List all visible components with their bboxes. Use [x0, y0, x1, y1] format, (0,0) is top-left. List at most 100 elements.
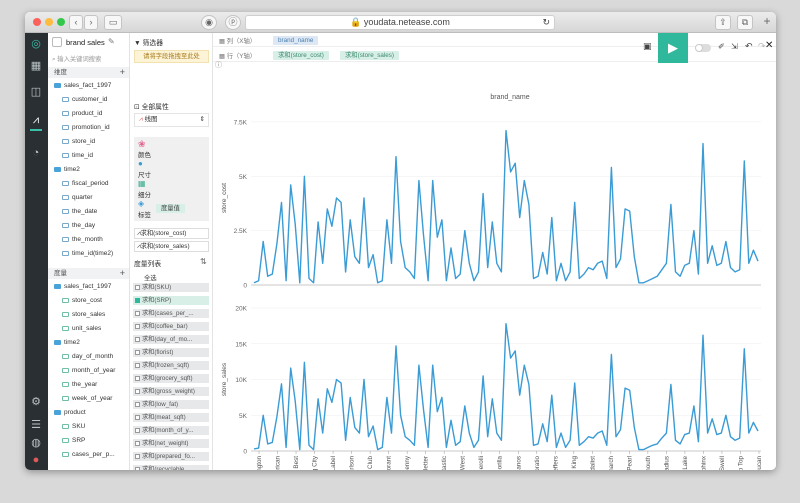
dim-field[interactable]: time_id(time2)	[62, 250, 113, 257]
select-all-checkbox[interactable]: 全选	[144, 275, 157, 282]
redo-icon[interactable]: ↷	[758, 41, 766, 51]
measure-list-item[interactable]: 求和(day_of_mo...	[133, 335, 209, 344]
address-bar[interactable]: 🔒 youdata.netease.com ↻	[245, 15, 555, 30]
gauge-icon[interactable]: ◔	[32, 147, 40, 159]
checkbox-icon[interactable]	[135, 428, 140, 433]
detail-icon[interactable]: ▦	[138, 179, 146, 188]
checkbox-icon[interactable]	[135, 441, 140, 446]
measure-field[interactable]: store_cost	[62, 297, 102, 304]
dim-field[interactable]: the_day	[62, 222, 95, 229]
checkbox-icon[interactable]	[135, 337, 140, 342]
measure-list-item[interactable]: 求和(SRP)	[133, 296, 209, 305]
row-pill[interactable]: 求和(store_sales)	[340, 51, 399, 60]
sum-store-sales-tab[interactable]: ⩘求和(store_sales)	[134, 241, 209, 252]
dim-field[interactable]: product_id	[62, 110, 102, 117]
reload-icon[interactable]: ↻	[542, 17, 550, 27]
measure-list-item[interactable]: 求和(month_of_y...	[133, 426, 209, 435]
chart-icon[interactable]: ⩘	[32, 114, 40, 126]
dim-table[interactable]: sales_fact_1997	[54, 82, 111, 89]
app-logo-icon[interactable]: ◎	[31, 38, 41, 50]
zoom-window-icon[interactable]	[57, 18, 65, 26]
dim-field[interactable]: the_date	[62, 208, 97, 215]
dim-field[interactable]: fiscal_period	[62, 180, 109, 187]
dim-field[interactable]: time_id	[62, 152, 93, 159]
measure-product-group[interactable]: product	[54, 409, 86, 416]
measure-list-item[interactable]: 求和(grocery_sqft)	[133, 374, 209, 383]
measure-field[interactable]: cases_per_p...	[62, 451, 115, 458]
sum-store-cost-tab[interactable]: ⩘求和(store_cost)	[134, 228, 209, 239]
clear-icon[interactable]: ✐	[718, 42, 725, 51]
measure-table[interactable]: sales_fact_1997	[54, 283, 111, 290]
dim-field[interactable]: the_month	[62, 236, 103, 243]
close-window-icon[interactable]	[33, 18, 41, 26]
dim-time-group[interactable]: time2	[54, 166, 80, 173]
measure-list-item[interactable]: 求和(prepared_fo...	[133, 452, 209, 461]
checkbox-icon[interactable]	[135, 402, 140, 407]
close-icon[interactable]: ✕	[765, 40, 774, 51]
checkbox-icon[interactable]	[135, 285, 140, 290]
filter-drop-zone[interactable]: 请将字段拖拽至此处	[134, 50, 209, 63]
checkbox-icon[interactable]	[135, 376, 140, 381]
new-tab-icon[interactable]: +	[763, 14, 771, 28]
row-shelf[interactable]	[213, 47, 776, 62]
measure-time-group[interactable]: time2	[54, 339, 80, 346]
measure-list-item[interactable]: 求和(recyclable_...	[133, 465, 209, 470]
privacy-icon[interactable]: ◉	[201, 15, 217, 30]
edit-icon[interactable]: ✎	[108, 37, 115, 46]
tabs-icon[interactable]: ⧉	[737, 15, 753, 30]
user-icon[interactable]: ◫	[30, 86, 42, 98]
save-icon[interactable]: ▣	[643, 41, 652, 51]
checkbox-icon[interactable]	[135, 454, 140, 459]
size-icon[interactable]: ●	[138, 159, 143, 168]
add-measure-icon[interactable]: +	[119, 268, 125, 278]
pinterest-icon[interactable]: ⓟ	[225, 15, 241, 30]
measure-list-item[interactable]: 求和(net_weight)	[133, 439, 209, 448]
measure-list-item[interactable]: 求和(gross_weight)	[133, 387, 209, 396]
chart-type-select[interactable]: ⩘ 线图 ⇕	[134, 113, 209, 127]
column-pill[interactable]: brand_name	[273, 36, 319, 45]
measure-field[interactable]: unit_sales	[62, 325, 101, 332]
measure-field[interactable]: SRP	[62, 437, 85, 444]
add-dimension-icon[interactable]: +	[119, 67, 125, 77]
sidebar-toggle-icon[interactable]: ▭	[104, 15, 122, 30]
measure-field[interactable]: week_of_year	[62, 395, 112, 402]
dim-field[interactable]: customer_id	[62, 96, 107, 103]
forward-icon[interactable]: ›	[84, 15, 98, 30]
color-icon[interactable]: ❀	[138, 139, 146, 149]
measure-list-item[interactable]: 求和(florist)	[133, 348, 209, 357]
checkbox-icon[interactable]	[135, 350, 140, 355]
list-icon[interactable]: ☰	[31, 419, 41, 431]
share-icon[interactable]: ⇪	[715, 15, 731, 30]
measure-list-item[interactable]: 求和(frozen_sqft)	[133, 361, 209, 370]
measure-list-item[interactable]: 求和(coffee_bar)	[133, 322, 209, 331]
dim-field[interactable]: quarter	[62, 194, 93, 201]
dim-field[interactable]: promotion_id	[62, 124, 110, 131]
export-icon[interactable]: ⇲	[731, 42, 738, 51]
tag-icon[interactable]: ◈	[138, 199, 145, 208]
measure-field[interactable]: day_of_month	[62, 353, 113, 360]
measure-field[interactable]: month_of_year	[62, 367, 115, 374]
checked-checkbox-icon[interactable]	[135, 298, 140, 303]
measure-field[interactable]: SKU	[62, 423, 85, 430]
alert-icon[interactable]: ●	[32, 454, 40, 466]
measure-list-item[interactable]: 求和(meat_sqft)	[133, 413, 209, 422]
auto-run-toggle[interactable]	[695, 44, 711, 52]
back-icon[interactable]: ‹	[69, 15, 83, 30]
dashboard-icon[interactable]: ▦	[30, 60, 42, 72]
row-pill[interactable]: 求和(store_cost)	[273, 51, 329, 60]
settings-icon[interactable]: ⚙	[31, 396, 41, 408]
search-input[interactable]: ⌕ 输入关键词搜索	[52, 54, 126, 65]
checkbox-icon[interactable]	[135, 467, 140, 470]
checkbox-icon[interactable]	[135, 363, 140, 368]
info-icon[interactable]: ⓘ	[215, 62, 222, 69]
checkbox-icon[interactable]	[135, 311, 140, 316]
run-button[interactable]: ▶	[658, 33, 688, 63]
checkbox-icon[interactable]	[135, 324, 140, 329]
measure-field[interactable]: store_sales	[62, 311, 105, 318]
measure-list-item[interactable]: 求和(low_fat)	[133, 400, 209, 409]
checkbox-icon[interactable]	[135, 415, 140, 420]
dim-field[interactable]: store_id	[62, 138, 95, 145]
measure-name-pill[interactable]: 度量值	[156, 204, 185, 213]
checkbox-icon[interactable]	[135, 389, 140, 394]
minimize-window-icon[interactable]	[45, 18, 53, 26]
